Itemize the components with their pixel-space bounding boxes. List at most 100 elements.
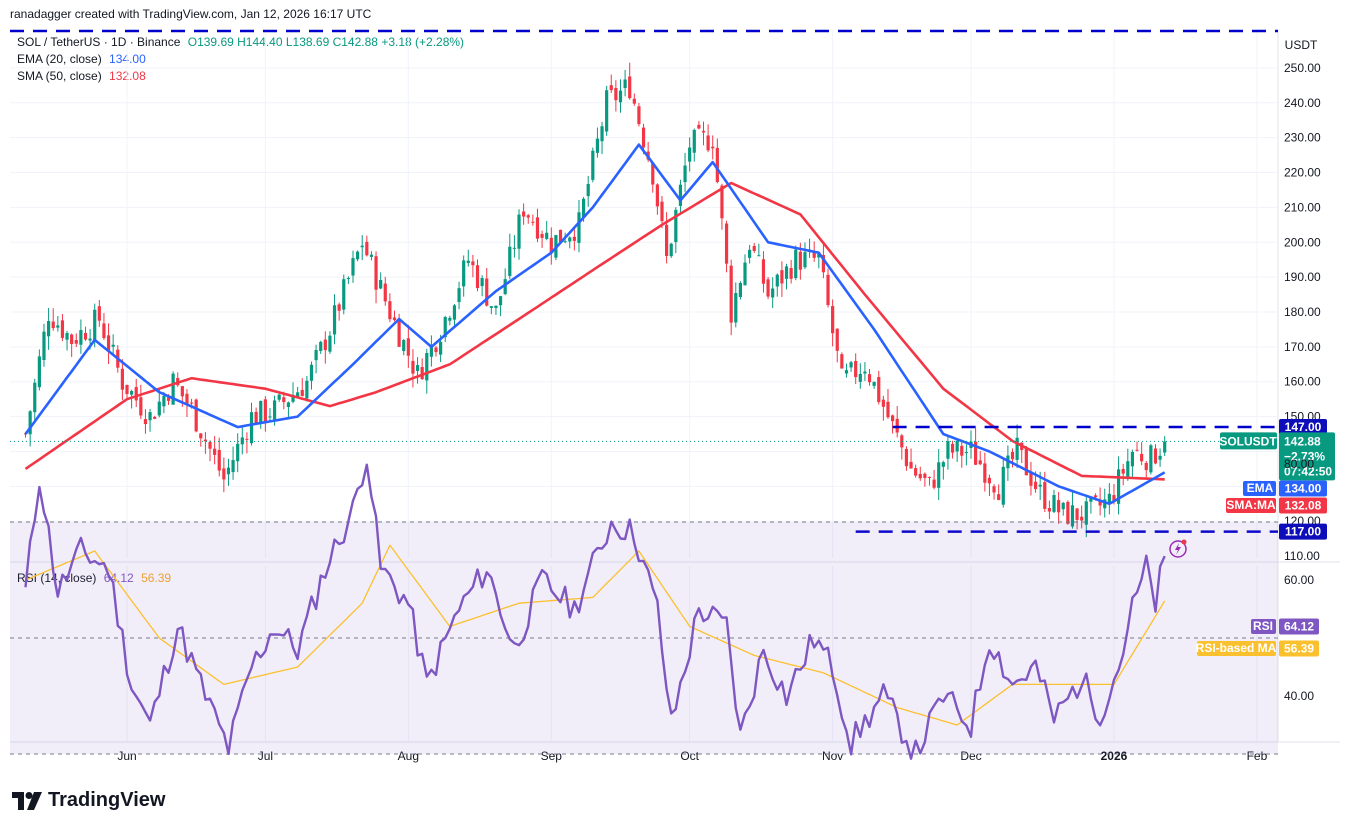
candle-body xyxy=(711,146,715,149)
candle-body xyxy=(761,259,766,284)
time-tick-label: Dec xyxy=(960,749,981,763)
candle-body xyxy=(125,384,129,395)
candle-body xyxy=(203,439,208,442)
time-tick-label: Aug xyxy=(398,749,419,763)
candle-body xyxy=(1029,472,1033,486)
candle-body xyxy=(217,450,221,471)
candle-body xyxy=(1149,445,1153,473)
candle-body xyxy=(997,494,1001,500)
rsi-tick-label: 60.00 xyxy=(1284,573,1314,587)
candle-body xyxy=(803,252,807,268)
candle-body xyxy=(743,262,747,286)
rsi-ma-name-tag-bg xyxy=(1197,641,1276,656)
candle-body xyxy=(609,85,613,91)
candle-body xyxy=(1052,494,1056,512)
candle-body xyxy=(60,320,65,338)
candle-body xyxy=(881,399,885,407)
candle-body xyxy=(1070,505,1075,527)
candle-body xyxy=(678,184,683,206)
candle-body xyxy=(65,333,69,340)
candle-body xyxy=(462,260,466,287)
candle-body xyxy=(784,266,789,279)
symbol-name: SOL / TetherUS · 1D · Binance xyxy=(17,35,181,49)
price-tick-label: 230.00 xyxy=(1284,131,1321,145)
candle-body xyxy=(356,251,360,260)
candle-body xyxy=(111,344,115,347)
candle-body xyxy=(1033,481,1038,490)
price-tick-label: 220.00 xyxy=(1284,166,1321,180)
candle-body xyxy=(1001,466,1005,505)
candle-body xyxy=(1024,447,1028,476)
rsi-name-tag: RSI xyxy=(1253,619,1273,633)
candle-body xyxy=(130,390,134,395)
candle-body xyxy=(97,306,101,321)
rsi-ma-legend-value: 56.39 xyxy=(141,571,172,585)
rsi-tick-label: 80.00 xyxy=(1284,457,1314,471)
candle-body xyxy=(918,473,922,479)
rsi-ma-name-tag: RSI-based MA xyxy=(1196,641,1277,655)
sma-name-tag: SMA:MA xyxy=(1226,498,1276,512)
candle-body xyxy=(383,283,387,302)
flash-icon-dot xyxy=(1181,539,1187,545)
candle-body xyxy=(485,278,489,306)
candle-body xyxy=(964,452,968,454)
rsi-tick-label: 40.00 xyxy=(1284,689,1314,703)
candle-body xyxy=(429,344,433,357)
attribution: ranadagger created with TradingView.com,… xyxy=(10,7,372,21)
candle-body xyxy=(259,400,263,424)
candle-body xyxy=(254,411,258,424)
candle-body xyxy=(475,265,480,289)
candles-group xyxy=(23,62,1167,538)
sma-value-tag-bg xyxy=(1279,497,1327,514)
candle-body xyxy=(540,233,544,238)
rsi-line xyxy=(24,463,1166,760)
candle-body xyxy=(208,442,212,449)
resistance-tag-bg xyxy=(1279,419,1327,436)
candle-body xyxy=(83,332,88,340)
price-tick-label: 110.00 xyxy=(1284,549,1320,563)
candle-body xyxy=(448,317,452,321)
support-tag-bg xyxy=(1279,523,1327,540)
candle-body xyxy=(1153,448,1158,464)
candle-body xyxy=(1015,437,1019,460)
candle-body xyxy=(623,79,627,89)
price-pane xyxy=(10,30,1278,558)
candle-body xyxy=(858,373,862,382)
candle-body xyxy=(222,468,226,480)
sma-value-tag: 132.08 xyxy=(1285,499,1322,513)
candle-body xyxy=(794,249,798,279)
candle-body xyxy=(660,201,664,222)
candle-body xyxy=(240,437,244,445)
candle-body xyxy=(309,364,314,381)
price-tick-label: 180.00 xyxy=(1284,305,1321,319)
candle-body xyxy=(1112,495,1116,501)
candle-body xyxy=(1158,455,1162,460)
candle-body xyxy=(840,354,844,369)
candle-body xyxy=(738,282,742,297)
candle-body xyxy=(1107,493,1111,504)
candle-body xyxy=(734,293,738,323)
candle-body xyxy=(854,360,858,378)
candle-body xyxy=(683,165,687,183)
candle-body xyxy=(70,334,74,345)
sma-legend-label: SMA (50, close) xyxy=(17,69,102,83)
candle-body xyxy=(517,214,521,249)
candle-body xyxy=(927,476,932,478)
time-tick-label: Nov xyxy=(822,749,843,763)
candle-body xyxy=(194,399,198,432)
candle-body xyxy=(466,260,470,264)
candle-body xyxy=(941,462,945,467)
candle-body xyxy=(748,249,752,258)
ohlc-change: +3.18 (+2.28%) xyxy=(381,35,465,49)
candle-body xyxy=(798,251,802,270)
candle-body xyxy=(42,331,46,360)
countdown-tag: 07:42:50 xyxy=(1284,464,1332,478)
candle-body xyxy=(581,198,586,218)
candle-body xyxy=(268,416,272,418)
candle-body xyxy=(180,386,184,397)
candle-body xyxy=(457,288,461,303)
candle-body xyxy=(411,360,415,374)
ohlc-close: C142.88 xyxy=(332,35,378,49)
candle-body xyxy=(28,411,32,435)
